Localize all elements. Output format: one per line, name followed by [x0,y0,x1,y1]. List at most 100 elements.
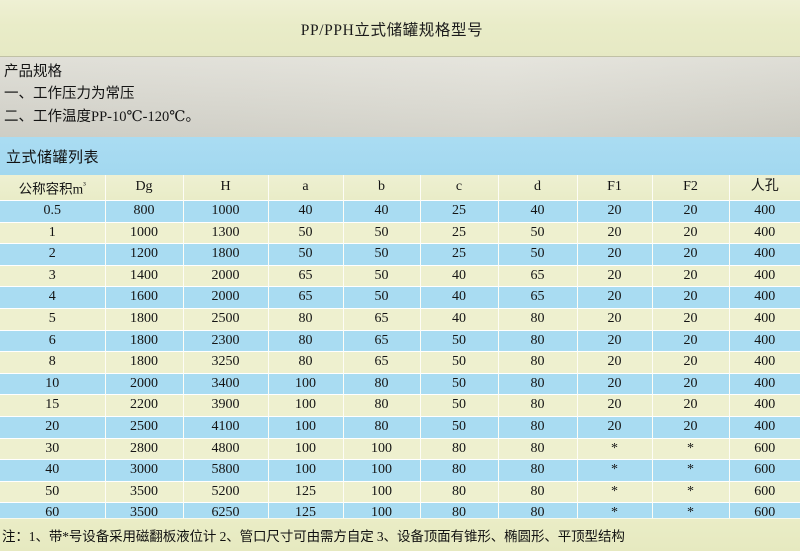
table-row: 50 3500 5200 125 100 80 80 * * 600 [0,481,800,504]
cell-12-7: 80 [498,438,578,461]
cell-2-5: 50 [343,222,421,245]
cell-13-1: 40 [0,459,106,482]
cell-4-6: 40 [420,265,499,288]
cell-10-2: 2200 [105,394,184,418]
section-header-band: 立式储罐列表 [0,137,800,175]
cell-11-8: 20 [577,416,653,439]
cell-5-1: 4 [0,286,106,310]
cell-13-5: 100 [343,459,421,482]
column-header-10: 人孔 [729,175,800,202]
cell-13-3: 5800 [183,459,269,482]
cell-1-7: 40 [498,200,578,223]
cell-11-10: 400 [729,416,800,439]
cell-11-2: 2500 [105,416,184,439]
cell-4-10: 400 [729,265,800,288]
cell-1-8: 20 [577,200,653,223]
cell-8-5: 65 [343,351,421,374]
cell-4-1: 3 [0,265,106,288]
table-row: 0.5 800 1000 40 40 25 40 20 20 400 [0,200,800,223]
cell-2-7: 50 [498,222,578,245]
column-header-3: H [183,175,269,202]
cell-3-4: 50 [268,243,344,266]
cell-3-5: 50 [343,243,421,266]
cell-1-2: 800 [105,200,184,223]
table-row: 40 3000 5800 100 100 80 80 * * 600 [0,459,800,482]
cell-5-9: 20 [652,286,730,310]
page-title: PP/PPH立式储罐规格型号 [300,21,484,39]
cell-11-6: 50 [420,416,499,439]
column-header-5: b [343,175,421,202]
cell-14-10: 600 [729,481,800,504]
cell-14-8: * [577,481,653,504]
cell-12-9: * [652,438,730,461]
cell-11-1: 20 [0,416,106,439]
cell-7-2: 1800 [105,330,184,353]
cell-12-8: * [577,438,653,461]
cell-7-7: 80 [498,330,578,353]
cell-11-7: 80 [498,416,578,439]
cell-3-9: 20 [652,243,730,266]
cell-12-5: 100 [343,438,421,461]
cell-2-2: 1000 [105,222,184,245]
footnote-band: 注：1、带*号设备采用磁翻板液位计 2、管口尺寸可由需方自定 3、设备顶面有锥形… [0,518,800,551]
column-header-2: Dg [105,175,184,202]
table-row: 1 1000 1300 50 50 25 50 20 20 400 [0,222,800,245]
cell-3-1: 2 [0,243,106,266]
cell-9-9: 20 [652,373,730,396]
column-header-4: a [268,175,344,202]
cell-12-6: 80 [420,438,499,461]
cell-3-7: 50 [498,243,578,266]
cell-7-8: 20 [577,330,653,353]
cell-13-7: 80 [498,459,578,482]
cell-9-10: 400 [729,373,800,396]
cell-7-10: 400 [729,330,800,353]
cell-5-4: 65 [268,286,344,310]
cell-10-6: 50 [420,394,499,418]
cell-9-5: 80 [343,373,421,396]
cell-11-3: 4100 [183,416,269,439]
cell-2-10: 400 [729,222,800,245]
spec-line-pressure: 一、工作压力为常压 [4,86,135,103]
cell-6-1: 5 [0,308,106,331]
cell-13-2: 3000 [105,459,184,482]
table-row: 30 2800 4800 100 100 80 80 * * 600 [0,438,800,461]
cell-2-1: 1 [0,222,106,245]
cell-1-1: 0.5 [0,200,106,223]
cell-6-5: 65 [343,308,421,331]
cell-3-2: 1200 [105,243,184,266]
cell-9-8: 20 [577,373,653,396]
cell-8-6: 50 [420,351,499,374]
cell-10-4: 100 [268,394,344,418]
cell-5-3: 2000 [183,286,269,310]
cell-10-7: 80 [498,394,578,418]
cell-7-9: 20 [652,330,730,353]
cell-9-1: 10 [0,373,106,396]
cell-11-9: 20 [652,416,730,439]
cell-9-4: 100 [268,373,344,396]
cell-8-1: 8 [0,351,106,374]
cell-14-6: 80 [420,481,499,504]
cell-6-7: 80 [498,308,578,331]
cell-10-1: 15 [0,394,106,418]
title-band: PP/PPH立式储罐规格型号 [0,0,800,57]
cell-3-8: 20 [577,243,653,266]
cell-5-5: 50 [343,286,421,310]
cell-7-3: 2300 [183,330,269,353]
cell-10-9: 20 [652,394,730,418]
product-spec-block: 产品规格 一、工作压力为常压 二、工作温度PP-10℃-120℃。 [0,57,800,137]
cell-6-4: 80 [268,308,344,331]
cell-5-8: 20 [577,286,653,310]
cell-8-9: 20 [652,351,730,374]
table-row: 4 1600 2000 65 50 40 65 20 20 400 [0,286,800,310]
cell-1-10: 400 [729,200,800,223]
cell-8-7: 80 [498,351,578,374]
cell-3-10: 400 [729,243,800,266]
cell-13-4: 100 [268,459,344,482]
cell-2-9: 20 [652,222,730,245]
cell-9-7: 80 [498,373,578,396]
cell-2-8: 20 [577,222,653,245]
cell-8-4: 80 [268,351,344,374]
cell-5-2: 1600 [105,286,184,310]
cell-12-1: 30 [0,438,106,461]
